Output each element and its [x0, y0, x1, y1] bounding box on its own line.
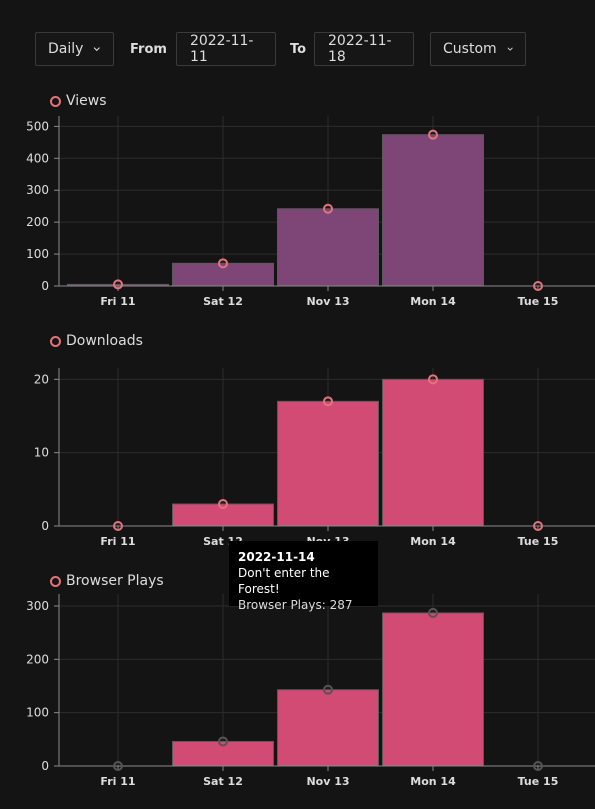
x-tick-label: Mon 14 [410, 535, 456, 548]
from-date-input[interactable]: 2022-11-11 [175, 32, 276, 66]
views-point [218, 258, 228, 269]
browser-plays-legend[interactable]: Browser Plays [50, 573, 164, 589]
x-tick-label: Tue 15 [518, 295, 559, 308]
browser-plays-point [533, 761, 543, 771]
browser-plays-bar [382, 612, 484, 767]
y-tick-label: 0 [41, 279, 49, 293]
tooltip-item-name: Don't enter the Forest! [238, 566, 330, 596]
downloads-point [218, 499, 228, 509]
views-bar [382, 134, 484, 287]
browser-plays-point [323, 684, 333, 695]
chart-tooltip: 2022-11-14 Don't enter the Forest! Brows… [229, 541, 378, 612]
views-point [323, 203, 333, 214]
downloads-point [533, 521, 543, 531]
downloads-point [323, 396, 333, 407]
to-date-input[interactable]: 2022-11-18 [314, 32, 415, 66]
chevron-down-icon [507, 47, 513, 51]
legend-marker-icon [50, 95, 61, 107]
browser-plays-legend-label: Browser Plays [66, 573, 164, 589]
downloads-bar [277, 400, 379, 527]
downloads-bar [382, 378, 484, 527]
views-point [533, 281, 543, 291]
views-legend-label: Views [66, 93, 107, 109]
x-tick-label: Sat 12 [203, 775, 243, 788]
x-tick-label: Tue 15 [518, 535, 559, 548]
x-tick-label: Fri 11 [100, 295, 135, 308]
browser-plays-bar [277, 689, 379, 767]
y-tick-label: 300 [26, 183, 49, 197]
downloads-legend-label: Downloads [66, 333, 143, 349]
granularity-value: Daily [48, 41, 84, 57]
to-label: To [289, 41, 307, 57]
views-bar [277, 208, 379, 287]
from-label: From [130, 41, 167, 57]
range-value: Custom [443, 41, 497, 57]
y-tick-label: 100 [26, 706, 49, 720]
x-tick-label: Mon 14 [410, 295, 456, 308]
y-tick-label: 400 [26, 151, 49, 165]
x-tick-label: Sat 12 [203, 295, 243, 308]
y-tick-label: 10 [34, 446, 49, 460]
downloads-legend[interactable]: Downloads [50, 333, 143, 349]
browser-plays-point [113, 761, 123, 771]
range-select[interactable]: Custom [430, 32, 527, 66]
x-tick-label: Mon 14 [410, 775, 456, 788]
y-tick-label: 500 [26, 119, 49, 133]
y-tick-label: 20 [34, 372, 49, 386]
tooltip-date: 2022-11-14 [238, 550, 315, 564]
y-tick-label: 200 [26, 215, 49, 229]
x-tick-label: Nov 13 [306, 295, 349, 308]
tooltip-series-value: Browser Plays: 287 [238, 598, 353, 612]
browser-plays-point [428, 607, 438, 618]
views-point [113, 279, 123, 290]
y-tick-label: 0 [41, 519, 49, 533]
x-tick-label: Tue 15 [518, 775, 559, 788]
y-tick-label: 0 [41, 759, 49, 773]
downloads-point [113, 521, 123, 531]
toolbar: Daily From 2022-11-11 To 2022-11-18 Cust… [35, 32, 527, 66]
views-point [428, 129, 438, 140]
y-tick-label: 100 [26, 247, 49, 261]
chevron-down-icon [94, 47, 101, 52]
browser-plays-point [218, 736, 228, 747]
browser-plays-chart: 0 100 200 300 Fri 11 Sat 12 Nov 13 Mon 14 Tue 15 [26, 594, 595, 788]
granularity-select[interactable]: Daily [35, 32, 114, 66]
views-legend[interactable]: Views [50, 93, 107, 109]
x-tick-label: Fri 11 [100, 775, 135, 788]
x-tick-label: Nov 13 [306, 775, 349, 788]
legend-marker-icon [50, 575, 61, 587]
y-tick-label: 200 [26, 652, 49, 666]
downloads-point [428, 374, 438, 385]
y-tick-label: 300 [26, 599, 49, 613]
legend-marker-icon [50, 335, 61, 347]
views-chart: 0 100 200 300 400 500 Fri 11 Sat 12 Nov 13 Mon 14… [26, 116, 595, 308]
x-tick-label: Fri 11 [100, 535, 135, 548]
